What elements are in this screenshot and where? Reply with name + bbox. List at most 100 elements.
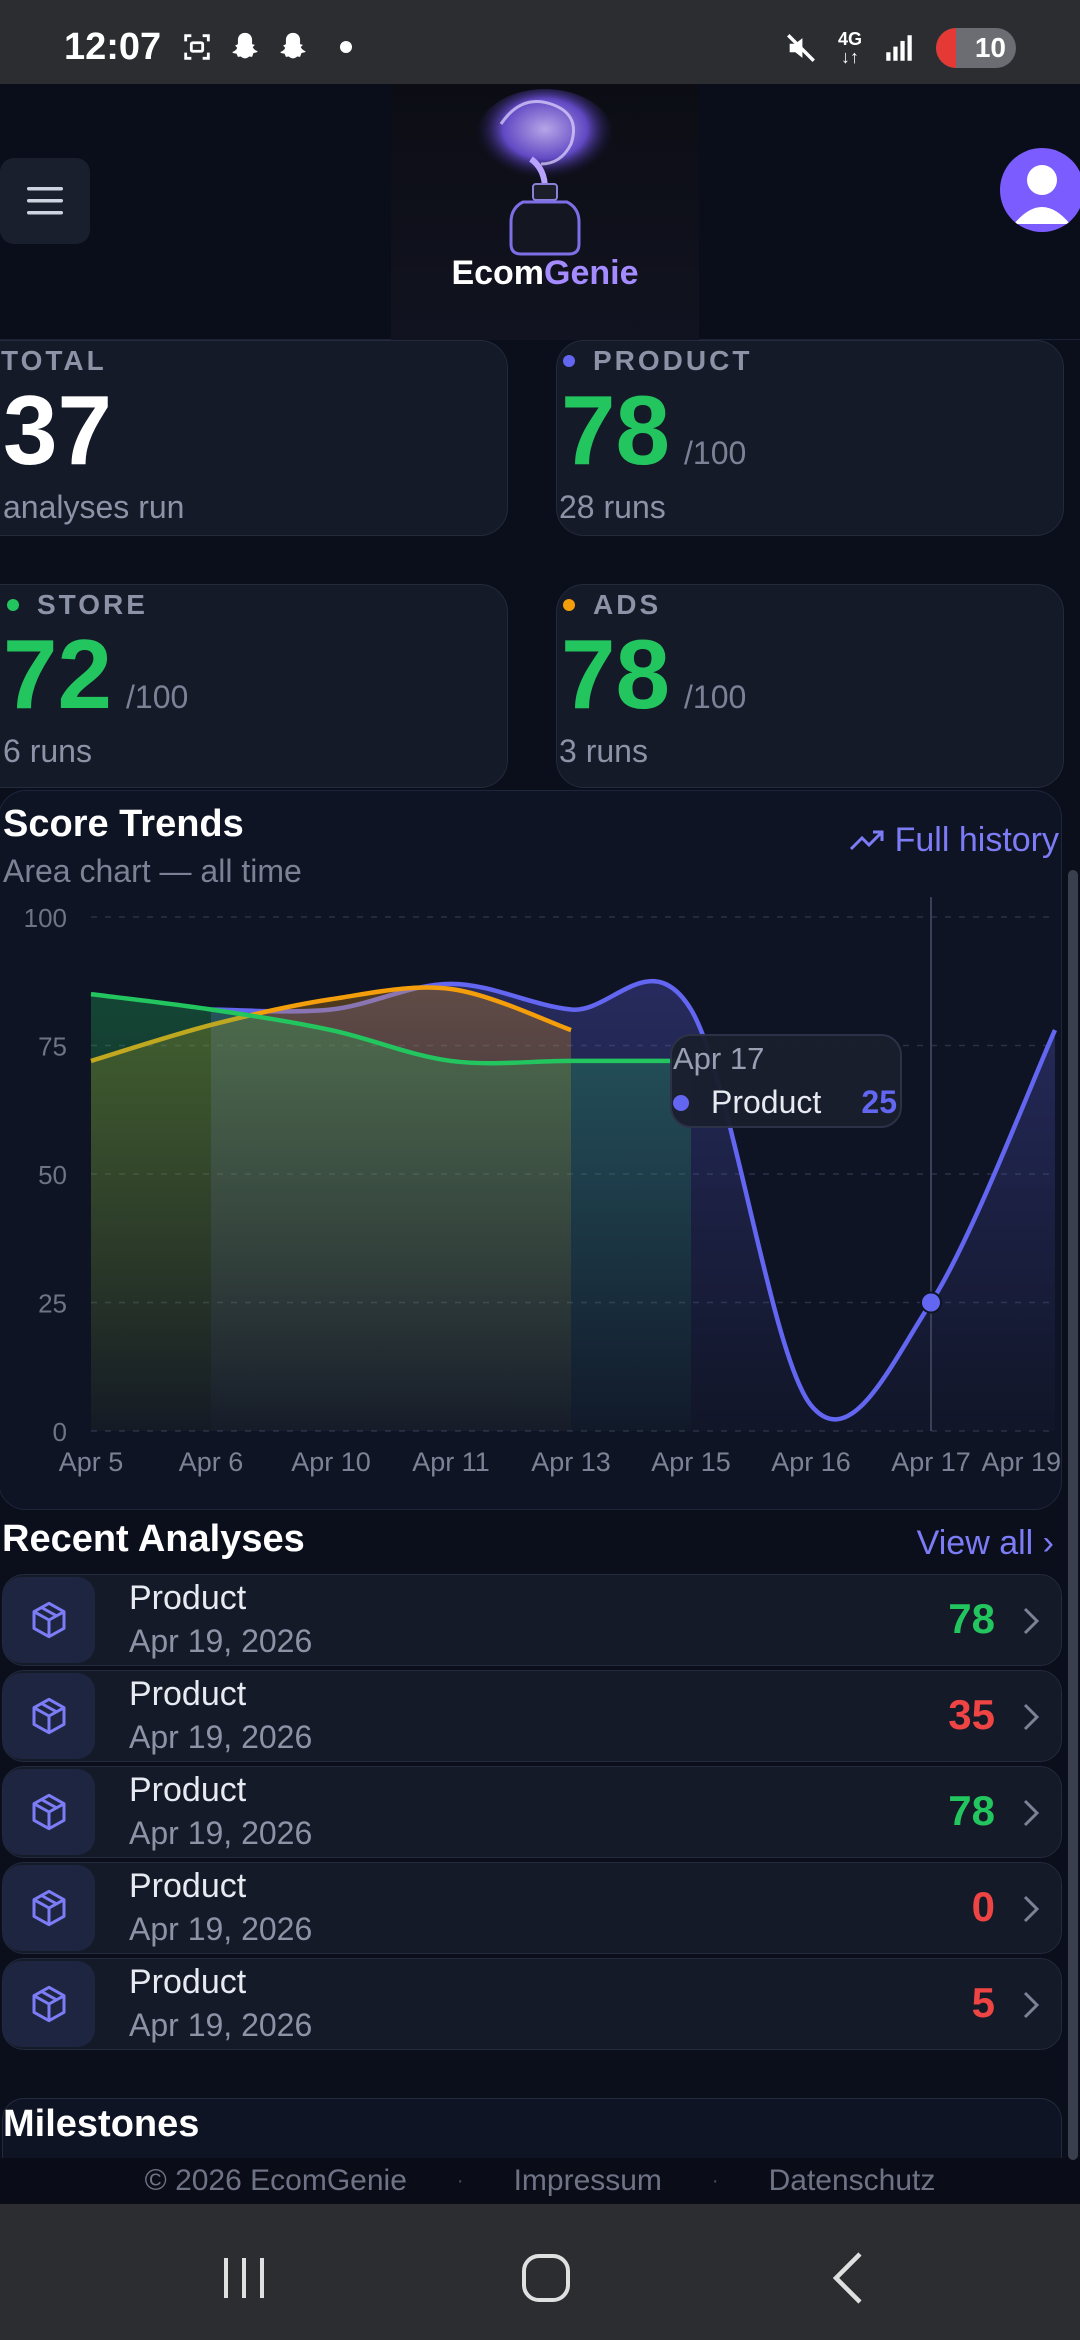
analysis-date: Apr 19, 2026 (129, 1815, 313, 1851)
app-header: EcomGenie (0, 84, 1080, 340)
milestones-card: Milestones (2, 2098, 1062, 2158)
ads-dot (563, 599, 575, 611)
analysis-row[interactable]: Product Apr 19, 2026 0 (2, 1862, 1062, 1954)
x-tick-label: Apr 15 (651, 1447, 731, 1477)
tooltip-series-name: Product (711, 1084, 821, 1120)
x-tick-label: Apr 17 (891, 1447, 971, 1477)
analysis-type-icon-box (3, 1577, 95, 1663)
stat-value: 72/100 (3, 619, 189, 729)
menu-button[interactable] (0, 158, 90, 244)
stat-card-product[interactable]: PRODUCT 78/100 28 runs (556, 340, 1064, 536)
tooltip-date: Apr 17 (673, 1041, 764, 1076)
impressum-link[interactable]: Impressum (513, 2164, 662, 2197)
x-tick-label: Apr 13 (531, 1447, 611, 1477)
full-history-link[interactable]: Full history (849, 821, 1059, 860)
stat-card-total[interactable]: TOTAL 37 analyses run (0, 340, 508, 536)
status-bar: 12:07 4G ↓↑ 10 (0, 0, 1080, 84)
stat-label: PRODUCT (593, 345, 753, 376)
chart-tooltip (670, 1034, 902, 1128)
stat-label: TOTAL (1, 345, 107, 376)
back-icon[interactable] (820, 2248, 880, 2308)
stat-subtext: 3 runs (559, 733, 648, 769)
chevron-right-icon (1023, 1607, 1040, 1635)
y-tick-label: 100 (24, 903, 67, 933)
clock: 12:07 (64, 26, 162, 68)
genie-bottle-icon (475, 89, 615, 256)
analysis-type-icon-box (3, 1865, 95, 1951)
chevron-right-icon (1023, 1991, 1040, 2019)
package-icon (32, 1697, 66, 1735)
chevron-right-icon (1023, 1799, 1040, 1827)
series-area-store (91, 994, 691, 1431)
y-tick-label: 75 (38, 1032, 67, 1062)
analysis-name: Product (129, 1963, 247, 2001)
tooltip-value: 25 (861, 1084, 897, 1120)
analysis-score: 78 (948, 1787, 995, 1834)
store-dot (7, 599, 19, 611)
separator: · (711, 2169, 719, 2192)
y-tick-label: 0 (53, 1417, 67, 1447)
analysis-name: Product (129, 1675, 247, 1713)
tooltip-series-dot (673, 1095, 689, 1111)
x-tick-label: Apr 10 (291, 1447, 371, 1477)
screenshot-icon (184, 34, 210, 60)
analysis-row[interactable]: Product Apr 19, 2026 35 (2, 1670, 1062, 1762)
score-trends-card: Score Trends Area chart — all time Full … (0, 790, 1062, 1510)
recent-analyses-title: Recent Analyses (2, 1518, 305, 1560)
snapchat-icon (280, 32, 306, 59)
page-scrollbar[interactable] (1068, 870, 1078, 2160)
analysis-row[interactable]: Product Apr 19, 2026 5 (2, 1958, 1062, 2050)
x-tick-label: Apr 16 (771, 1447, 851, 1477)
analysis-row[interactable]: Product Apr 19, 2026 78 (2, 1766, 1062, 1858)
hamburger-icon (27, 187, 63, 215)
x-tick-label: Apr 5 (59, 1447, 124, 1477)
package-icon (32, 1889, 66, 1927)
x-tick-label: Apr 19 (981, 1447, 1061, 1477)
app-logo[interactable]: EcomGenie (391, 84, 699, 340)
stat-card-store[interactable]: STORE 72/100 6 runs (0, 584, 508, 788)
active-data-point (920, 1291, 942, 1314)
analysis-date: Apr 19, 2026 (129, 2007, 313, 2043)
notification-icons (180, 30, 352, 64)
analysis-score: 78 (948, 1595, 995, 1642)
analysis-name: Product (129, 1867, 247, 1905)
analysis-name: Product (129, 1579, 247, 1617)
logo-wordmark: EcomGenie (451, 254, 639, 292)
recent-apps-icon[interactable] (214, 2248, 274, 2308)
stat-value: 78/100 (561, 619, 747, 729)
mute-icon (787, 34, 815, 62)
trend-title: Score Trends (3, 803, 244, 845)
more-notifications-dot (340, 41, 352, 53)
separator: · (456, 2169, 464, 2192)
battery-indicator: 10 (936, 28, 1016, 68)
stat-subtext: 28 runs (559, 489, 666, 525)
network-type: 4G ↓↑ (837, 29, 862, 67)
system-nav-bar (0, 2204, 1080, 2340)
analysis-date: Apr 19, 2026 (129, 1623, 313, 1659)
score-area-chart[interactable]: 0 25 50 75 100 Apr 5 Apr 6 Apr 10 Apr 11 Apr 13 Ap… (0, 791, 1062, 1510)
view-all-link[interactable]: View all › (916, 1524, 1054, 1562)
stat-subtext: 6 runs (3, 733, 92, 769)
chevron-right-icon (1023, 1703, 1040, 1731)
stat-subtext: analyses run (3, 489, 185, 525)
analysis-type-icon-box (3, 1769, 95, 1855)
analysis-score: 0 (971, 1883, 995, 1930)
home-icon[interactable] (516, 2248, 576, 2308)
footer: © 2026 EcomGenie · Impressum · Datenschu… (0, 2158, 1080, 2204)
system-icons: 4G ↓↑ 10 (784, 28, 1016, 68)
profile-avatar[interactable] (1000, 148, 1080, 232)
stat-label: STORE (37, 589, 148, 620)
trend-subtitle: Area chart — all time (3, 853, 302, 889)
signal-icon (886, 35, 912, 61)
snapchat-icon (232, 32, 258, 59)
analysis-name: Product (129, 1771, 247, 1809)
analysis-row[interactable]: Product Apr 19, 2026 78 (2, 1574, 1062, 1666)
analysis-score: 5 (971, 1979, 995, 2026)
y-tick-label: 25 (38, 1289, 67, 1319)
stat-value: 78/100 (561, 375, 747, 485)
stat-card-ads[interactable]: ADS 78/100 3 runs (556, 584, 1064, 788)
user-icon (1014, 165, 1070, 224)
copyright: © 2026 EcomGenie (144, 2164, 407, 2197)
datenschutz-link[interactable]: Datenschutz (768, 2164, 936, 2197)
milestones-title: Milestones (3, 2103, 200, 2145)
